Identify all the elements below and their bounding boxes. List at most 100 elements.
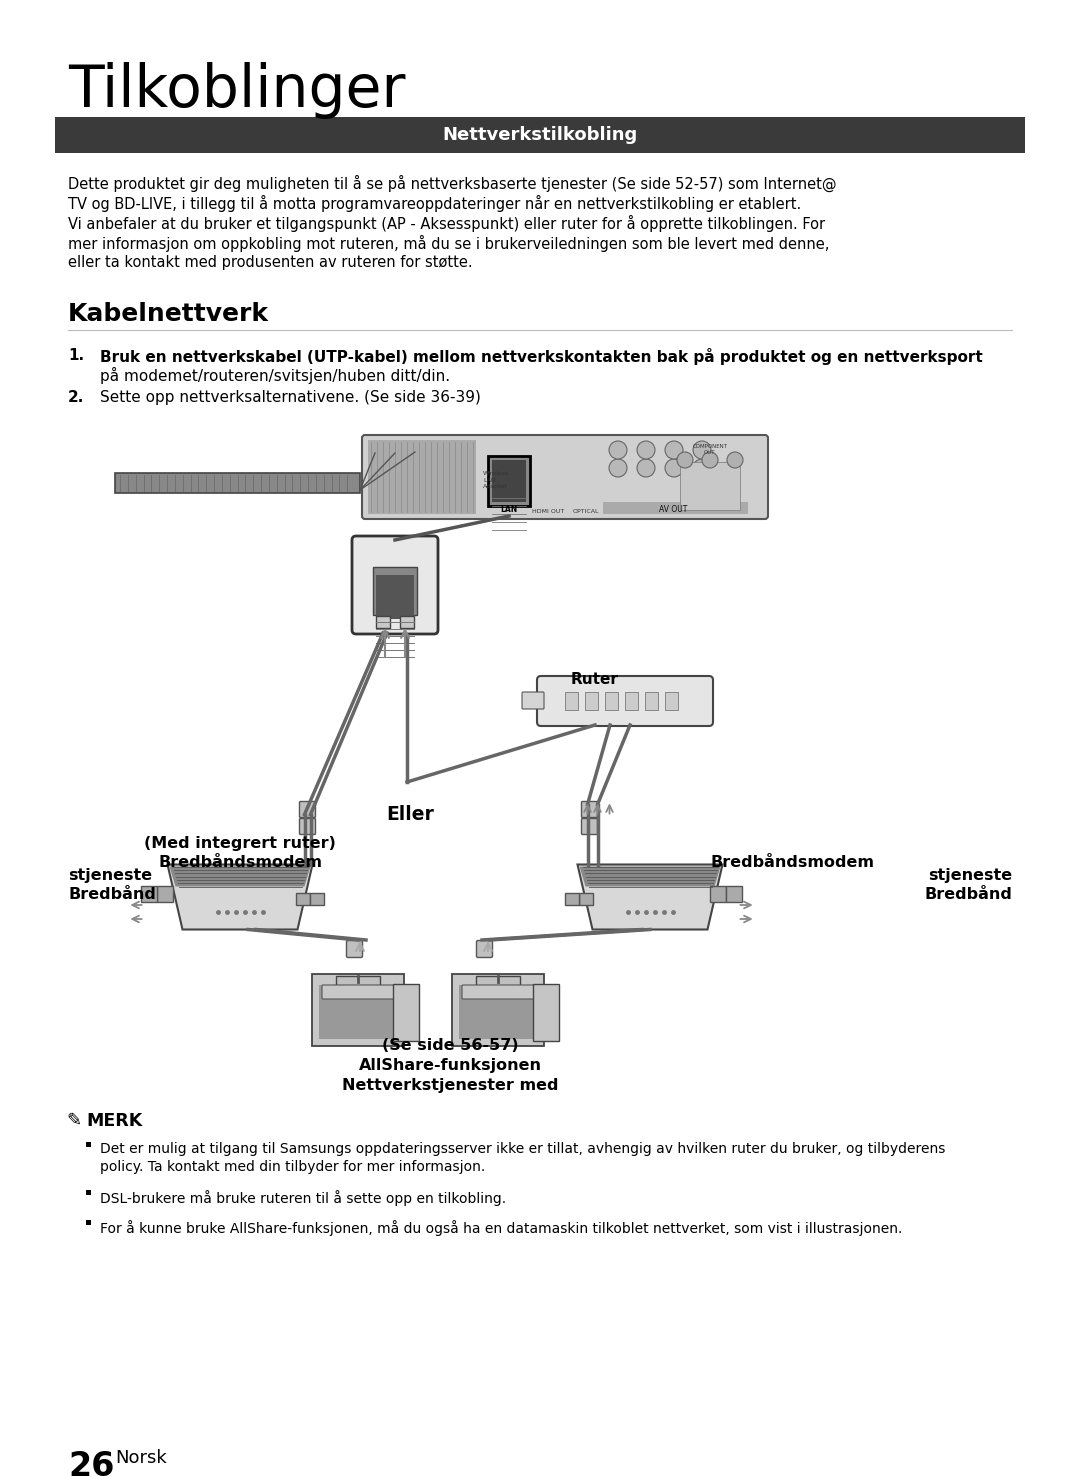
Text: AV OUT: AV OUT bbox=[659, 505, 687, 514]
Bar bbox=[157, 886, 173, 902]
Text: Vi anbefaler at du bruker et tilgangspunkt (AP - Aksesspunkt) eller ruter for å : Vi anbefaler at du bruker et tilgangspun… bbox=[68, 216, 825, 232]
Text: Wireless
LAN
Adapter: Wireless LAN Adapter bbox=[483, 471, 510, 489]
Bar bbox=[296, 894, 310, 905]
Circle shape bbox=[637, 459, 654, 477]
Text: (Med integrert ruter): (Med integrert ruter) bbox=[144, 836, 336, 851]
Text: stjeneste: stjeneste bbox=[68, 868, 152, 883]
Bar bbox=[665, 693, 678, 710]
Bar bbox=[565, 693, 578, 710]
Bar bbox=[579, 894, 593, 905]
FancyBboxPatch shape bbox=[312, 973, 404, 1046]
Text: 2.: 2. bbox=[68, 390, 84, 405]
FancyBboxPatch shape bbox=[534, 984, 559, 1041]
Bar bbox=[86, 1142, 91, 1148]
Text: OPTICAL: OPTICAL bbox=[572, 510, 599, 514]
Text: 26: 26 bbox=[68, 1450, 114, 1477]
Text: For å kunne bruke AllShare-funksjonen, må du også ha en datamaskin tilkoblet net: For å kunne bruke AllShare-funksjonen, m… bbox=[100, 1220, 903, 1236]
Bar bbox=[476, 976, 519, 987]
Text: ✎: ✎ bbox=[66, 1112, 81, 1130]
FancyBboxPatch shape bbox=[362, 436, 768, 518]
FancyBboxPatch shape bbox=[393, 984, 419, 1041]
FancyBboxPatch shape bbox=[299, 802, 315, 817]
Bar bbox=[114, 473, 360, 493]
Circle shape bbox=[609, 459, 627, 477]
Text: Kabelnettverk: Kabelnettverk bbox=[68, 301, 269, 326]
Text: Eller: Eller bbox=[386, 805, 434, 824]
Polygon shape bbox=[578, 864, 723, 929]
Bar bbox=[86, 1190, 91, 1195]
Bar bbox=[645, 693, 658, 710]
Text: Nettverkstilkobling: Nettverkstilkobling bbox=[443, 126, 637, 143]
FancyBboxPatch shape bbox=[352, 536, 438, 634]
Circle shape bbox=[693, 459, 711, 477]
Bar bbox=[625, 693, 638, 710]
FancyBboxPatch shape bbox=[299, 818, 315, 835]
Text: Bredbåndsmodem: Bredbåndsmodem bbox=[710, 855, 874, 870]
Text: Bredbånd: Bredbånd bbox=[68, 888, 156, 902]
Text: 1.: 1. bbox=[68, 349, 84, 363]
Bar bbox=[376, 575, 414, 619]
Bar bbox=[565, 894, 579, 905]
Circle shape bbox=[665, 459, 683, 477]
Circle shape bbox=[665, 442, 683, 459]
Text: Nettverkstjenester med: Nettverkstjenester med bbox=[341, 1078, 558, 1093]
Text: COMPONENT
OUT: COMPONENT OUT bbox=[692, 445, 728, 455]
FancyBboxPatch shape bbox=[347, 941, 363, 957]
FancyBboxPatch shape bbox=[581, 802, 597, 817]
Circle shape bbox=[677, 452, 693, 468]
Bar bbox=[140, 886, 157, 902]
FancyBboxPatch shape bbox=[453, 973, 544, 1046]
Circle shape bbox=[637, 442, 654, 459]
Bar bbox=[86, 1220, 91, 1224]
Bar bbox=[400, 616, 414, 628]
Bar bbox=[492, 459, 526, 502]
Text: Dette produktet gir deg muligheten til å se på nettverksbaserte tjenester (Se si: Dette produktet gir deg muligheten til å… bbox=[68, 174, 837, 192]
Text: Det er mulig at tilgang til Samsungs oppdateringsserver ikke er tillat, avhengig: Det er mulig at tilgang til Samsungs opp… bbox=[100, 1142, 945, 1156]
Bar bbox=[55, 117, 1025, 154]
Text: Bredbåndsmodem: Bredbåndsmodem bbox=[158, 855, 322, 870]
Bar bbox=[488, 456, 530, 507]
Text: HDMI OUT: HDMI OUT bbox=[531, 510, 564, 514]
FancyBboxPatch shape bbox=[537, 676, 713, 727]
FancyBboxPatch shape bbox=[476, 941, 492, 957]
Bar bbox=[726, 886, 742, 902]
FancyBboxPatch shape bbox=[322, 985, 394, 998]
Text: AllShare-funksjonen: AllShare-funksjonen bbox=[359, 1058, 541, 1072]
Text: stjeneste: stjeneste bbox=[928, 868, 1012, 883]
Polygon shape bbox=[580, 867, 720, 886]
Text: DSL-brukere må bruke ruteren til å sette opp en tilkobling.: DSL-brukere må bruke ruteren til å sette… bbox=[100, 1190, 507, 1205]
Polygon shape bbox=[170, 867, 311, 886]
Bar bbox=[310, 894, 324, 905]
Text: TV og BD-LIVE, i tillegg til å motta programvareoppdateringer når en nettverksti: TV og BD-LIVE, i tillegg til å motta pro… bbox=[68, 195, 801, 213]
Text: Norsk: Norsk bbox=[114, 1449, 166, 1467]
Text: Bredbånd: Bredbånd bbox=[924, 888, 1012, 902]
Bar bbox=[680, 462, 740, 510]
Text: på modemet/routeren/svitsjen/huben ditt/din.: på modemet/routeren/svitsjen/huben ditt/… bbox=[100, 366, 450, 384]
Bar bbox=[603, 502, 748, 514]
FancyBboxPatch shape bbox=[462, 985, 534, 998]
Polygon shape bbox=[167, 864, 312, 929]
Circle shape bbox=[702, 452, 718, 468]
Circle shape bbox=[609, 442, 627, 459]
Circle shape bbox=[693, 442, 711, 459]
Text: Sette opp nettverksalternativene. (Se side 36-39): Sette opp nettverksalternativene. (Se si… bbox=[100, 390, 481, 405]
Text: Tilkoblinger: Tilkoblinger bbox=[68, 62, 405, 120]
Bar bbox=[459, 985, 537, 1038]
FancyBboxPatch shape bbox=[522, 693, 544, 709]
Bar bbox=[373, 567, 417, 614]
Text: MERK: MERK bbox=[86, 1112, 143, 1130]
Text: Ruter: Ruter bbox=[571, 672, 619, 687]
Bar bbox=[319, 985, 397, 1038]
Bar bbox=[585, 693, 598, 710]
FancyBboxPatch shape bbox=[581, 818, 597, 835]
Bar bbox=[336, 976, 380, 987]
Text: LAN: LAN bbox=[500, 505, 517, 514]
Text: (Se side 56-57): (Se side 56-57) bbox=[381, 1038, 518, 1053]
Text: mer informasjon om oppkobling mot ruteren, må du se i brukerveiledningen som ble: mer informasjon om oppkobling mot rutere… bbox=[68, 235, 829, 253]
Text: Bruk en nettverkskabel (UTP-kabel) mellom nettverkskontakten bak på produktet og: Bruk en nettverkskabel (UTP-kabel) mello… bbox=[100, 349, 983, 365]
Bar bbox=[368, 440, 476, 514]
Text: eller ta kontakt med produsenten av ruteren for støtte.: eller ta kontakt med produsenten av rute… bbox=[68, 256, 473, 270]
Circle shape bbox=[727, 452, 743, 468]
Bar bbox=[376, 616, 390, 628]
Bar bbox=[710, 886, 726, 902]
